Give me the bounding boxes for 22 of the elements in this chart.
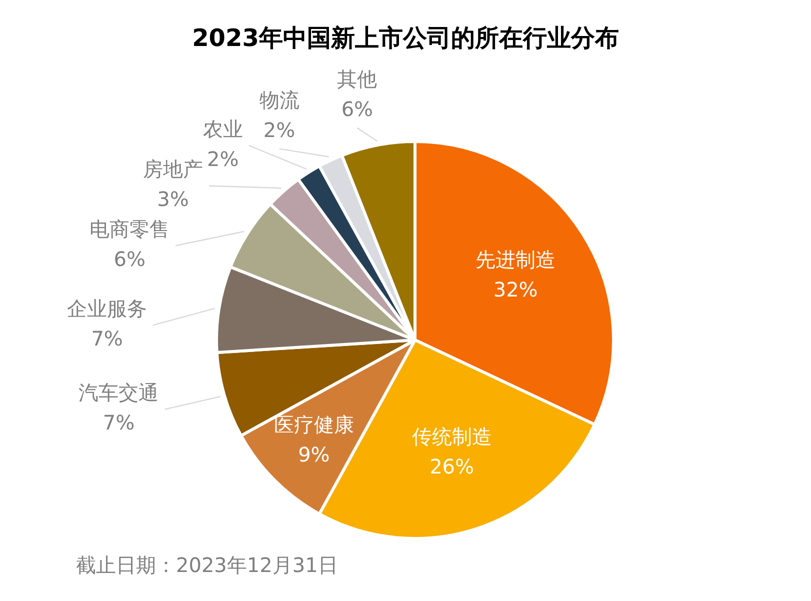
slice-label: 传统制造 [412,424,492,448]
slice-label: 物流 [259,88,300,112]
data-label: 2% [207,146,239,171]
data-label: 2% [263,118,296,142]
data-label: 7% [91,326,123,350]
data-label: 26% [430,454,474,478]
data-label: 6% [341,97,374,122]
slice-label: 汽车交通 [78,380,159,405]
slice-label: 其他 [337,67,378,92]
data-label: 3% [157,187,189,212]
data-label: 32% [493,277,538,302]
slice-label: 企业服务 [67,296,148,320]
data-label: 7% [102,410,135,435]
text: 截止日期：2023年12月31日 [76,552,338,579]
slice-label: 农业 [202,116,243,141]
data-label: 6% [114,246,146,271]
data-label: 9% [298,442,330,466]
slice-label: 先进制造 [476,247,556,272]
slice-label: 医疗健康 [274,412,354,436]
chart-title: 2023年中国新上市公司的所在行业分布 [191,23,620,54]
slice-label: 电商零售 [90,216,170,241]
slice-label: 房地产 [143,157,204,182]
